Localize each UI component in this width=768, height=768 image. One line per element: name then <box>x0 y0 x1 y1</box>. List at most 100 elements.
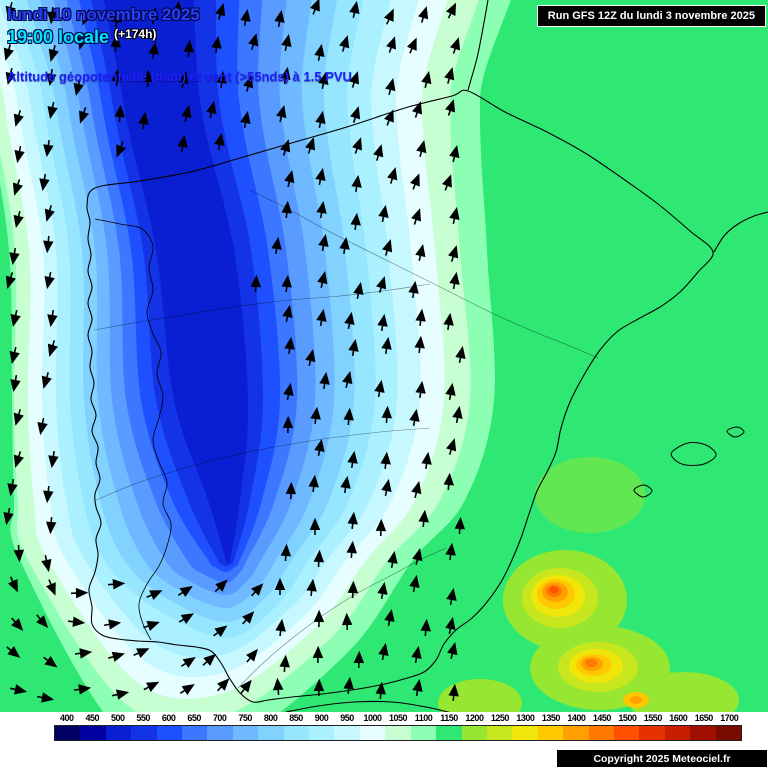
wind-arrow-icon <box>10 374 21 393</box>
legend-value: 1650 <box>694 713 714 723</box>
wind-arrow-icon <box>412 678 423 697</box>
legend-value: 750 <box>238 713 252 723</box>
wind-arrow-icon <box>443 312 454 331</box>
legend-value: 1250 <box>490 713 510 723</box>
legend-value: 1000 <box>363 713 383 723</box>
wind-arrow-icon <box>10 684 28 695</box>
wind-arrow-icon <box>385 78 396 95</box>
wind-arrow-icon <box>418 509 429 528</box>
wind-arrow-icon <box>348 338 359 357</box>
africa-coastline <box>285 700 451 712</box>
legend-cell <box>436 726 462 740</box>
wind-arrow-icon <box>13 544 25 563</box>
wind-arrow-icon <box>10 310 21 328</box>
island-outline <box>633 484 653 498</box>
wind-arrow-icon <box>387 167 398 184</box>
wind-arrow-icon <box>444 67 455 84</box>
legend-value: 1700 <box>720 713 739 723</box>
wind-arrow-icon <box>13 211 24 229</box>
wind-arrow-icon <box>346 540 357 559</box>
model-run-box: Run GFS 12Z du lundi 3 novembre 2025 <box>536 5 766 27</box>
wind-arrow-icon <box>183 39 194 58</box>
wind-arrow-icon <box>179 683 195 696</box>
wind-arrow-icon <box>343 676 354 695</box>
wind-arrow-icon <box>347 580 359 599</box>
wind-arrow-icon <box>380 451 391 470</box>
wind-arrow-icon <box>281 33 292 51</box>
legend-cell <box>715 726 741 740</box>
wind-arrow-icon <box>274 9 285 28</box>
wind-arrow-icon <box>281 274 292 293</box>
wind-arrow-icon <box>116 141 126 158</box>
wind-arrow-icon <box>7 576 18 593</box>
wind-arrow-icon <box>215 3 226 20</box>
legend-cell <box>55 726 81 740</box>
wind-arrow-icon <box>386 36 396 53</box>
legend-value: 1550 <box>643 713 663 723</box>
wind-arrow-icon <box>381 336 392 355</box>
wind-arrow-icon <box>216 678 230 692</box>
wind-arrow-icon <box>412 101 423 118</box>
wind-arrow-icon <box>342 371 353 388</box>
legend-value: 850 <box>289 713 303 723</box>
wind-arrow-icon <box>5 68 16 85</box>
wind-arrow-icon <box>36 692 55 703</box>
map-canvas[interactable] <box>0 0 768 712</box>
legend-cell <box>105 726 132 740</box>
wind-arrow-icon <box>103 619 122 630</box>
legend-cell <box>156 726 183 740</box>
wind-arrow-icon <box>317 270 328 288</box>
wind-arrow-icon <box>316 308 327 327</box>
wind-arrow-icon <box>280 543 292 562</box>
wind-arrow-icon <box>111 68 123 87</box>
wind-arrow-icon <box>455 345 466 364</box>
wind-arrow-icon <box>445 542 456 561</box>
valid-time-label: 19:00 locale <box>7 27 110 47</box>
wind-arrow-icon <box>46 579 56 596</box>
wind-arrow-icon <box>280 66 291 85</box>
wind-arrow-icon <box>279 654 290 673</box>
wind-arrow-icon <box>421 70 432 88</box>
wind-arrow-icon <box>309 517 321 535</box>
wind-arrow-icon <box>349 71 360 88</box>
wind-arrow-icon <box>143 681 160 693</box>
wind-arrow-icon <box>353 281 364 299</box>
wind-arrow-icon <box>449 271 460 290</box>
wind-arrow-icon <box>213 625 228 638</box>
wind-arrow-icon <box>281 200 292 219</box>
legend-cell <box>486 726 513 740</box>
wind-arrow-icon <box>107 579 126 590</box>
wind-arrow-icon <box>45 516 57 535</box>
wind-arrow-icon <box>416 140 427 157</box>
wind-arrow-icon <box>9 347 20 365</box>
wind-arrow-icon <box>319 371 330 390</box>
wind-arrow-icon <box>142 69 154 88</box>
legend-value: 1400 <box>567 713 586 723</box>
wind-arrow-icon <box>178 71 189 88</box>
wind-arrow-icon <box>384 109 394 126</box>
legend-value: 600 <box>161 713 176 723</box>
wind-arrow-icon <box>48 45 59 62</box>
wind-arrow-icon <box>445 382 456 401</box>
wind-arrow-icon <box>13 409 24 426</box>
legend-labels: 400 450 500 550 600 650 700 750 800 850 900 950 1000… <box>0 713 768 724</box>
wind-arrow-icon <box>411 481 422 498</box>
island-outline <box>726 426 745 438</box>
legend-cell <box>563 726 589 740</box>
wind-arrow-icon <box>11 617 24 631</box>
wind-arrow-icon <box>276 105 287 122</box>
wind-arrow-icon <box>283 382 294 401</box>
wind-arrow-icon <box>46 68 57 87</box>
wind-arrow-icon <box>272 677 284 696</box>
wind-arrow-icon <box>446 438 457 455</box>
wind-arrow-icon <box>143 621 160 631</box>
wind-arrow-icon <box>305 137 316 154</box>
legend-cell <box>359 726 386 740</box>
wind-arrow-icon <box>214 579 228 593</box>
wind-arrow-icon <box>43 235 54 254</box>
wind-arrow-icon <box>82 9 93 26</box>
legend-cell <box>537 726 564 740</box>
legend-value: 1600 <box>669 713 688 723</box>
wind-arrow-icon <box>250 583 264 597</box>
